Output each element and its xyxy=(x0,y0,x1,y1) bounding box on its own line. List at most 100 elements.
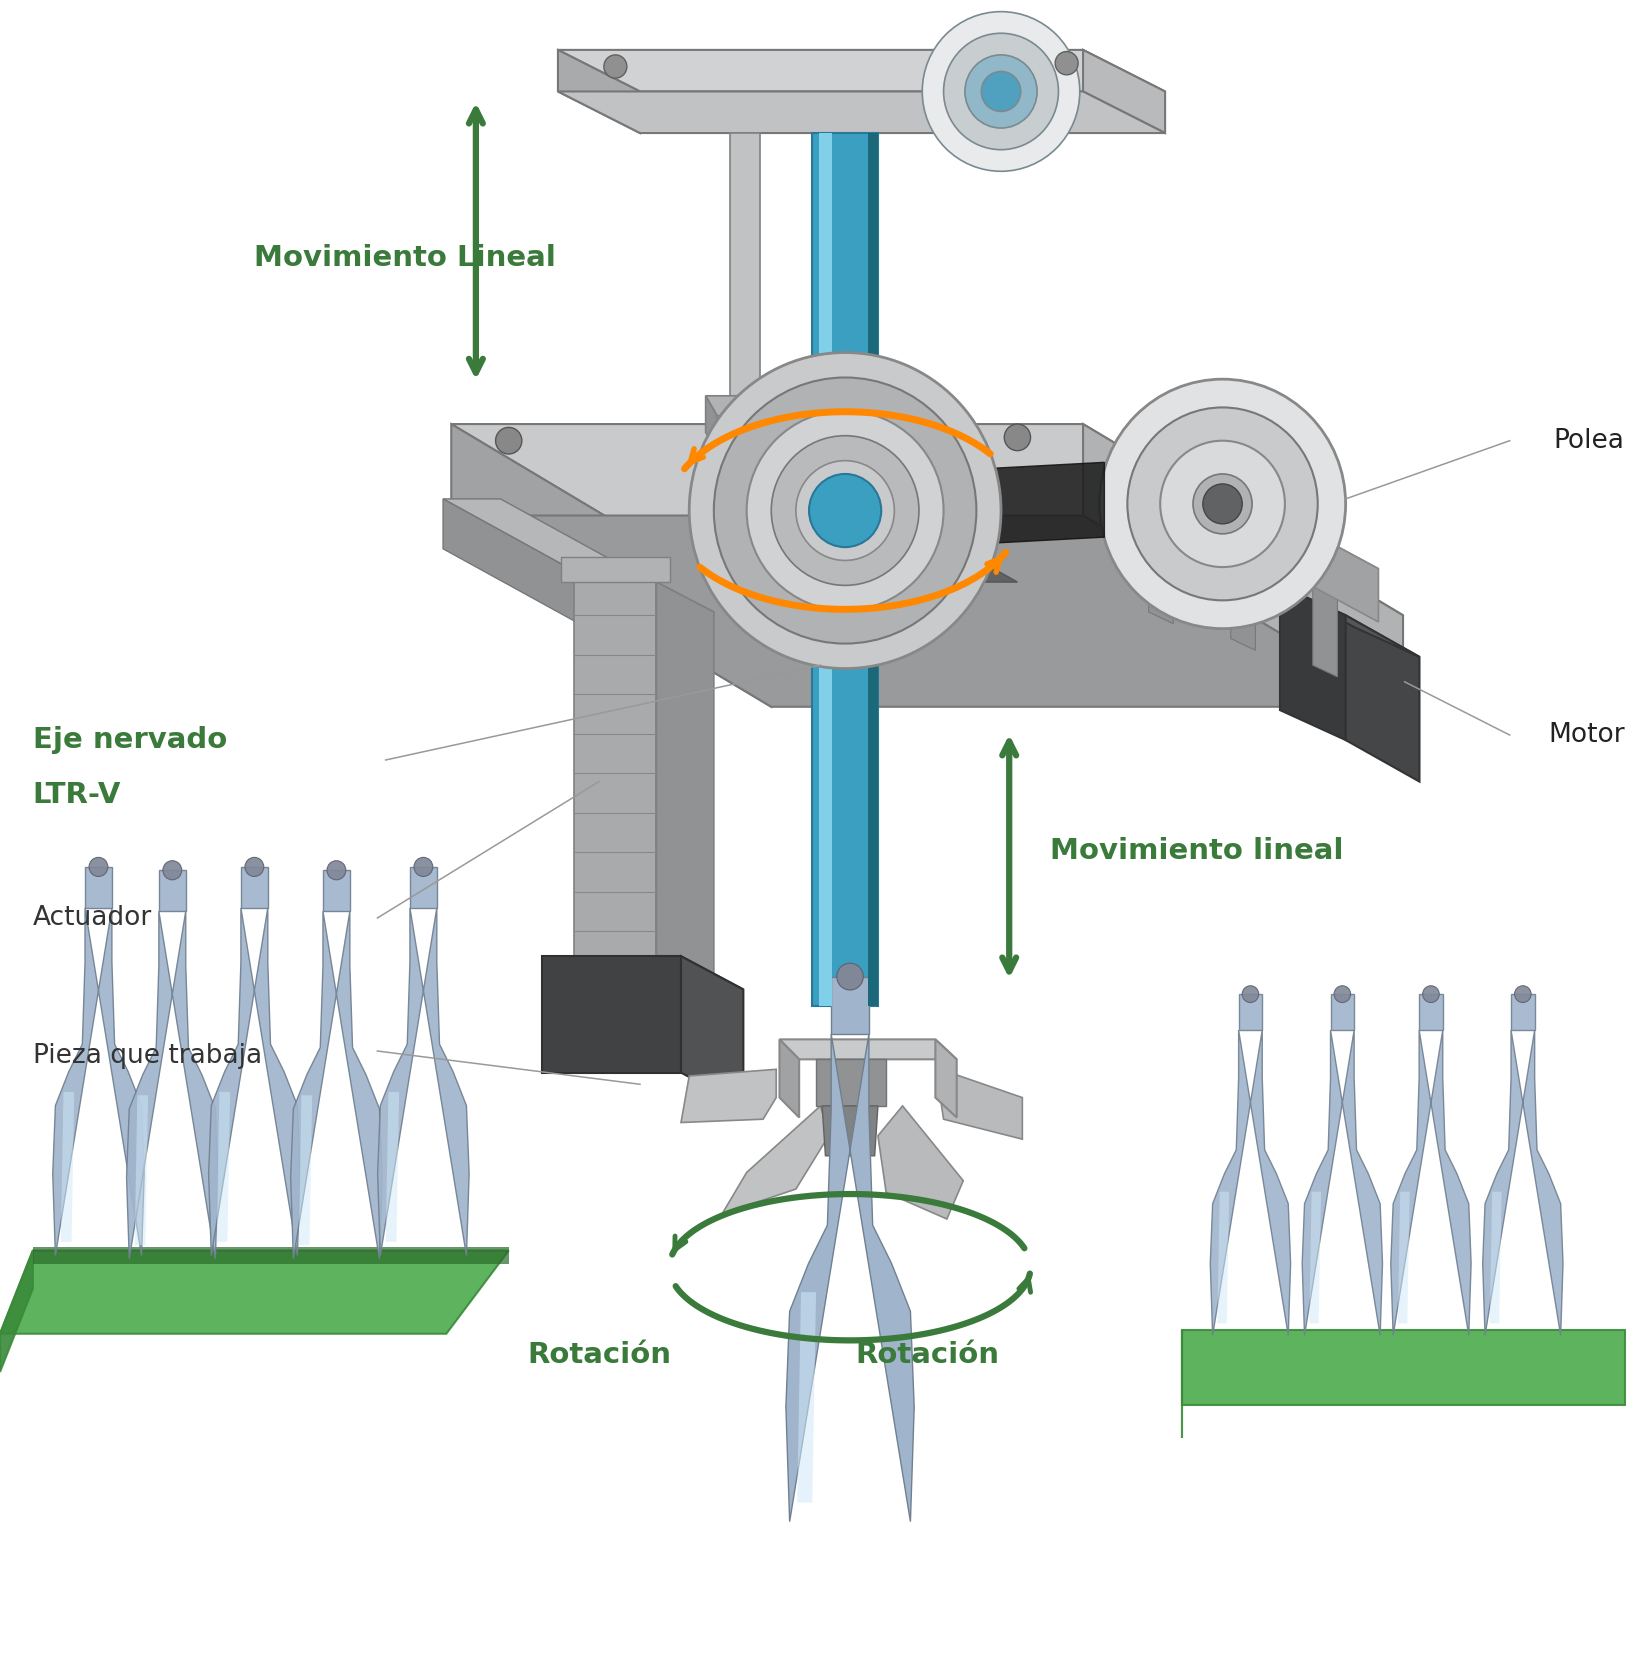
Polygon shape xyxy=(33,1247,509,1264)
Polygon shape xyxy=(681,956,743,1106)
Circle shape xyxy=(89,858,108,876)
Text: Rotación: Rotación xyxy=(527,1342,671,1369)
Circle shape xyxy=(1160,441,1285,567)
Circle shape xyxy=(689,353,1001,669)
Polygon shape xyxy=(386,1093,399,1242)
Polygon shape xyxy=(822,1106,878,1156)
Polygon shape xyxy=(1218,1192,1229,1324)
Circle shape xyxy=(1209,491,1236,517)
Polygon shape xyxy=(779,1039,799,1118)
Circle shape xyxy=(1203,484,1242,524)
Circle shape xyxy=(922,12,1080,171)
Polygon shape xyxy=(217,1093,230,1242)
Text: Actuador: Actuador xyxy=(33,905,153,931)
Polygon shape xyxy=(1239,994,1262,1029)
Polygon shape xyxy=(0,1251,33,1372)
Polygon shape xyxy=(798,1292,816,1503)
Polygon shape xyxy=(980,462,1104,544)
Polygon shape xyxy=(126,911,218,1259)
Polygon shape xyxy=(542,956,743,989)
Text: Rotación: Rotación xyxy=(855,1342,999,1369)
Polygon shape xyxy=(558,91,1165,133)
Polygon shape xyxy=(681,1069,776,1123)
Polygon shape xyxy=(786,1034,914,1522)
Polygon shape xyxy=(1419,994,1442,1029)
Polygon shape xyxy=(1313,516,1337,677)
Circle shape xyxy=(796,461,894,560)
Polygon shape xyxy=(1231,516,1255,650)
Polygon shape xyxy=(1211,1029,1290,1335)
Circle shape xyxy=(807,419,834,446)
Circle shape xyxy=(496,427,522,454)
Polygon shape xyxy=(558,50,640,133)
Polygon shape xyxy=(0,1251,509,1334)
Circle shape xyxy=(965,55,1037,128)
Polygon shape xyxy=(730,133,760,416)
Polygon shape xyxy=(61,1093,74,1242)
Text: Eje nervado: Eje nervado xyxy=(33,727,226,753)
Text: Polea: Polea xyxy=(1554,427,1625,454)
Polygon shape xyxy=(868,133,878,1006)
Polygon shape xyxy=(159,870,185,911)
Circle shape xyxy=(1334,986,1351,1003)
Circle shape xyxy=(837,963,863,989)
Polygon shape xyxy=(1280,585,1346,740)
Polygon shape xyxy=(1511,994,1534,1029)
Polygon shape xyxy=(1303,1029,1382,1335)
Polygon shape xyxy=(1346,615,1419,782)
Text: Movimiento lineal: Movimiento lineal xyxy=(1050,838,1344,865)
Polygon shape xyxy=(574,582,656,965)
Polygon shape xyxy=(656,582,714,994)
Circle shape xyxy=(1004,424,1031,451)
Polygon shape xyxy=(706,396,717,452)
Circle shape xyxy=(1515,986,1531,1003)
Polygon shape xyxy=(1310,1192,1321,1324)
Polygon shape xyxy=(451,424,1403,615)
Polygon shape xyxy=(771,499,1017,582)
Polygon shape xyxy=(558,50,1165,91)
Polygon shape xyxy=(1398,1192,1410,1324)
Polygon shape xyxy=(241,866,267,908)
Polygon shape xyxy=(722,1106,829,1214)
Circle shape xyxy=(981,72,1021,111)
Polygon shape xyxy=(1182,1330,1625,1405)
Circle shape xyxy=(747,411,944,610)
Polygon shape xyxy=(290,911,382,1259)
Polygon shape xyxy=(747,527,944,610)
Circle shape xyxy=(944,33,1058,150)
Circle shape xyxy=(162,861,182,880)
Circle shape xyxy=(1055,52,1078,75)
Polygon shape xyxy=(1490,1192,1502,1324)
Circle shape xyxy=(245,858,264,876)
Polygon shape xyxy=(299,1096,312,1246)
Text: Pieza que trabaja: Pieza que trabaja xyxy=(33,1043,263,1069)
Polygon shape xyxy=(1483,1029,1562,1335)
Circle shape xyxy=(1193,474,1252,534)
Circle shape xyxy=(1127,407,1318,600)
Circle shape xyxy=(771,436,919,585)
Polygon shape xyxy=(451,424,771,707)
Polygon shape xyxy=(443,499,615,644)
Polygon shape xyxy=(819,133,832,1006)
Text: Movimiento Lineal: Movimiento Lineal xyxy=(254,244,556,271)
Polygon shape xyxy=(940,1069,1022,1139)
Circle shape xyxy=(1423,986,1439,1003)
Circle shape xyxy=(414,858,433,876)
Polygon shape xyxy=(377,908,469,1256)
Circle shape xyxy=(1099,379,1346,629)
Circle shape xyxy=(1242,986,1259,1003)
Polygon shape xyxy=(410,866,437,908)
Polygon shape xyxy=(208,908,300,1256)
Circle shape xyxy=(809,532,881,605)
Polygon shape xyxy=(574,582,714,612)
Polygon shape xyxy=(135,1096,148,1246)
Polygon shape xyxy=(1083,50,1165,133)
Polygon shape xyxy=(1149,529,1378,569)
Polygon shape xyxy=(1331,994,1354,1029)
Polygon shape xyxy=(1149,529,1223,622)
Polygon shape xyxy=(878,1106,963,1219)
Text: Motor: Motor xyxy=(1547,722,1625,748)
Text: LTR-V: LTR-V xyxy=(33,782,121,808)
Polygon shape xyxy=(85,866,112,908)
Polygon shape xyxy=(1149,516,1173,624)
